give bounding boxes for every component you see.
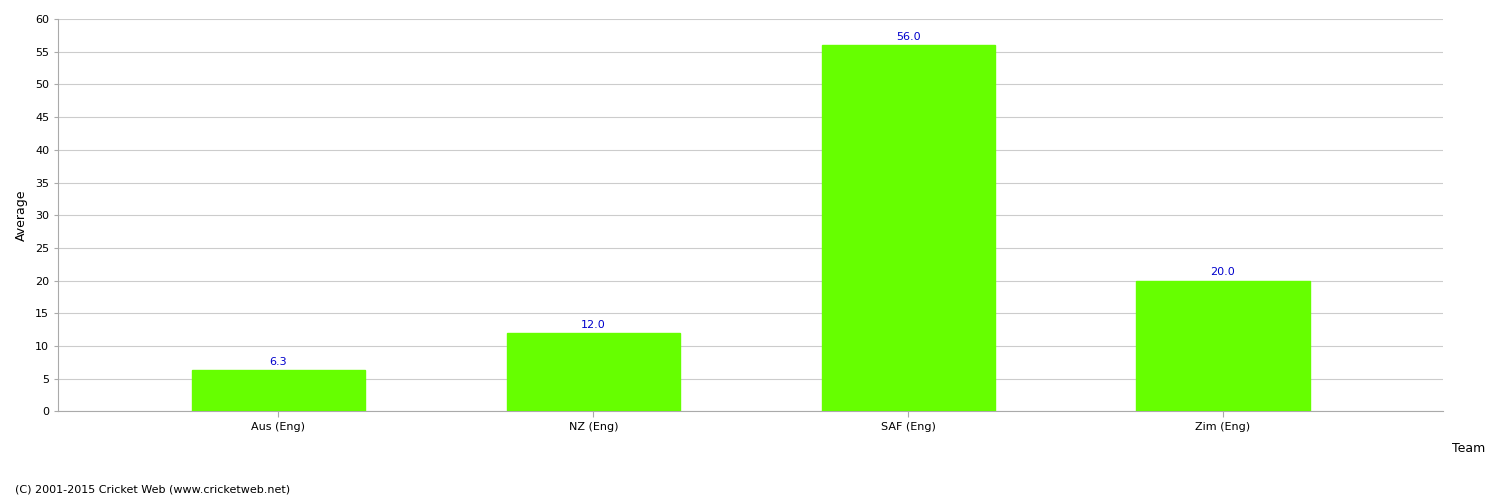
Y-axis label: Average: Average xyxy=(15,190,28,241)
Text: Team: Team xyxy=(1452,442,1485,455)
Text: 12.0: 12.0 xyxy=(580,320,606,330)
Text: 6.3: 6.3 xyxy=(270,357,288,367)
Bar xyxy=(822,45,995,412)
Text: (C) 2001-2015 Cricket Web (www.cricketweb.net): (C) 2001-2015 Cricket Web (www.cricketwe… xyxy=(15,485,290,495)
Bar xyxy=(507,333,680,411)
Bar xyxy=(192,370,364,412)
Text: 20.0: 20.0 xyxy=(1210,268,1236,278)
Text: 56.0: 56.0 xyxy=(896,32,921,42)
Bar xyxy=(1137,280,1310,411)
